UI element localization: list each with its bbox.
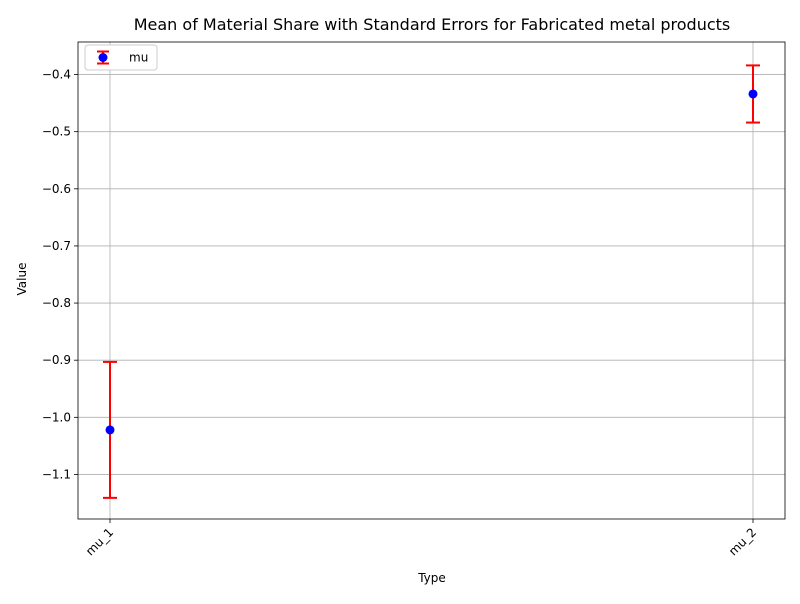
y-tick-label: −0.6 (42, 182, 71, 196)
y-axis-label: Value (15, 263, 29, 296)
legend-label: mu (129, 51, 148, 65)
y-tick-label: −1.1 (42, 467, 71, 481)
y-tick-label: −0.5 (42, 125, 71, 139)
chart-title: Mean of Material Share with Standard Err… (134, 15, 731, 34)
data-marks (103, 64, 760, 499)
y-tick-label: −1.0 (42, 410, 71, 424)
data-point (748, 89, 758, 99)
y-tick-label: −0.7 (42, 239, 71, 253)
data-point (105, 425, 115, 435)
y-tick-label: −0.4 (42, 68, 71, 82)
grid (78, 42, 785, 519)
y-tick-label: −0.8 (42, 296, 71, 310)
legend: mu (84, 44, 158, 71)
x-axis-label: Type (417, 571, 446, 585)
legend-marker (98, 53, 108, 62)
plot-frame (77, 41, 786, 520)
y-tick-label: −0.9 (42, 353, 71, 367)
